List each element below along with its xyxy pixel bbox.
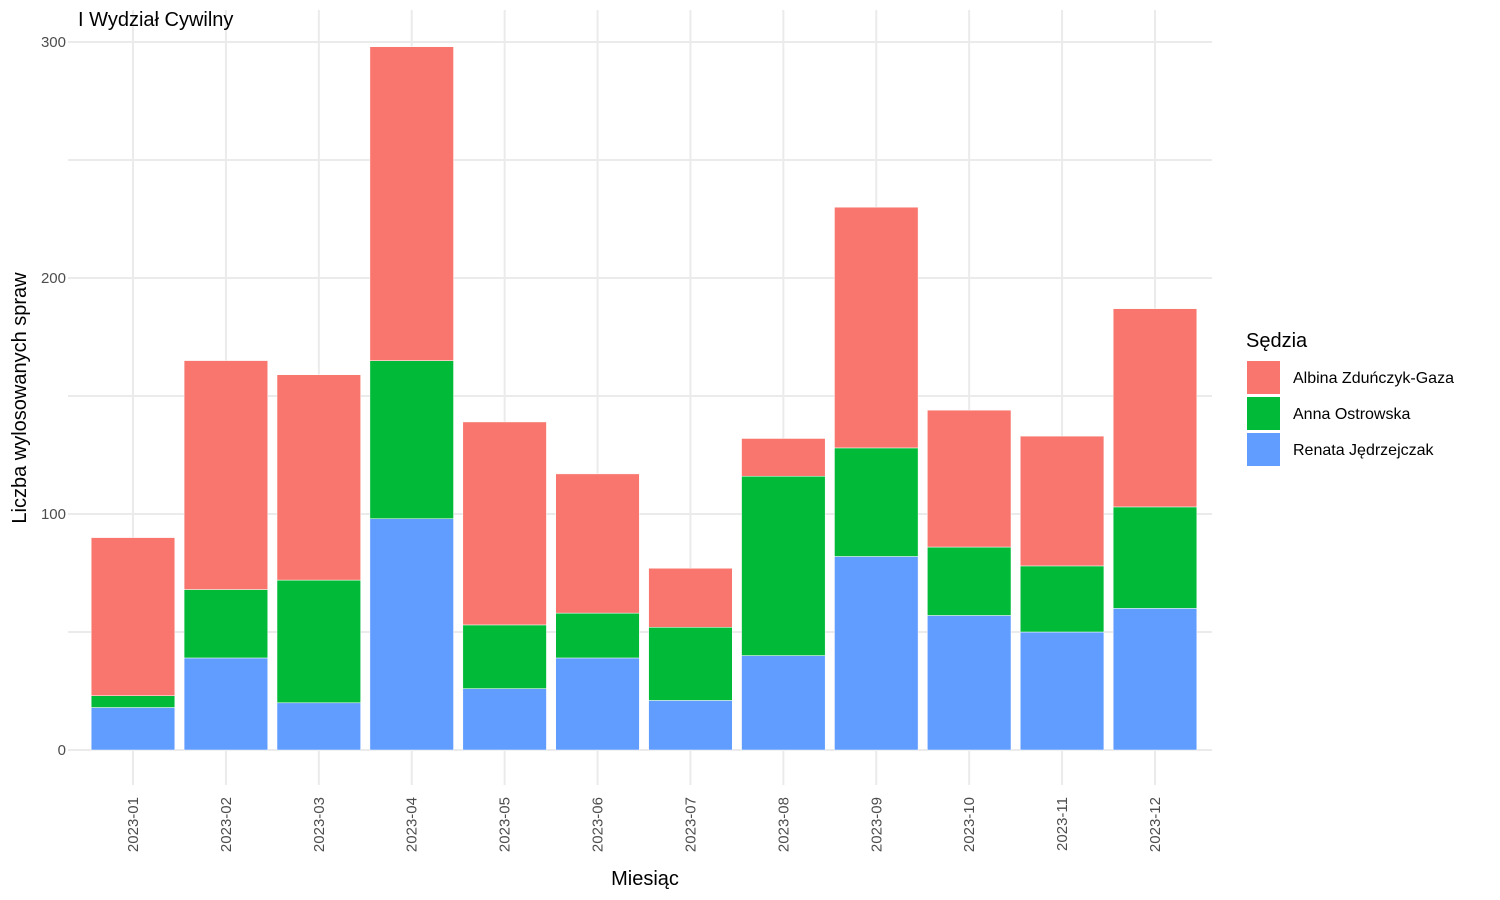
x-tick-label: 2023-01 <box>125 797 142 852</box>
x-tick-label: 2023-12 <box>1147 797 1164 852</box>
bar-2023-01-albina-zduńczyk-gaza <box>90 537 176 696</box>
x-tick-label: 2023-09 <box>868 797 885 852</box>
bar-2023-02-renata-jędrzejczak <box>183 657 268 751</box>
bar-2023-03-albina-zduńczyk-gaza <box>276 374 361 581</box>
x-axis-ticks: 2023-01 2023-02 2023-03 2023-04 2023-05 2023-… <box>125 797 1164 852</box>
bar-2023-08-renata-jędrzejczak <box>741 655 826 751</box>
legend-key <box>1247 361 1280 394</box>
bar-2023-01-anna-ostrowska <box>90 695 176 708</box>
x-tick-label: 2023-05 <box>497 797 514 852</box>
bar-2023-07-anna-ostrowska <box>648 627 733 701</box>
x-tick-label: 2023-10 <box>961 797 978 852</box>
bar-2023-12-renata-jędrzejczak <box>1112 608 1198 751</box>
bar-2023-01-renata-jędrzejczak <box>90 707 176 751</box>
x-tick-label: 2023-08 <box>775 797 792 852</box>
legend-title: Sędzia <box>1246 330 1308 352</box>
bar-2023-10-anna-ostrowska <box>927 546 1012 616</box>
bar-2023-03-renata-jędrzejczak <box>276 702 361 751</box>
bar-2023-10-renata-jędrzejczak <box>927 615 1012 751</box>
bar-2023-03-anna-ostrowska <box>276 579 361 704</box>
bar-2023-09-renata-jędrzejczak <box>834 556 919 751</box>
legend-key <box>1247 397 1280 430</box>
bar-2023-12-anna-ostrowska <box>1112 506 1198 609</box>
bar-2023-04-renata-jędrzejczak <box>369 518 454 751</box>
y-axis-ticks: 0 100 200 300 <box>41 34 66 759</box>
bar-2023-02-albina-zduńczyk-gaza <box>183 360 268 590</box>
y-tick-label: 300 <box>41 34 66 51</box>
bar-2023-09-albina-zduńczyk-gaza <box>834 206 919 449</box>
legend-label: Albina Zduńczyk-Gaza <box>1293 370 1454 387</box>
bar-2023-12-albina-zduńczyk-gaza <box>1112 308 1198 508</box>
bar-2023-10-albina-zduńczyk-gaza <box>927 409 1012 548</box>
y-axis-title: Liczba wylosowanych spraw <box>9 272 31 524</box>
legend: Sędzia Albina Zduńczyk-Gaza Anna Ostrowsk… <box>1246 330 1454 466</box>
y-tick-label: 100 <box>41 506 66 523</box>
legend-label: Renata Jędrzejczak <box>1293 442 1435 459</box>
x-tick-label: 2023-04 <box>404 797 421 852</box>
bars <box>90 46 1198 751</box>
legend-label: Anna Ostrowska <box>1293 406 1410 423</box>
bar-2023-11-albina-zduńczyk-gaza <box>1020 435 1105 567</box>
bar-2023-04-anna-ostrowska <box>369 360 454 519</box>
bar-2023-06-renata-jędrzejczak <box>555 657 640 751</box>
bar-2023-04-albina-zduńczyk-gaza <box>369 46 454 361</box>
y-tick-label: 0 <box>58 742 66 759</box>
bar-2023-02-anna-ostrowska <box>183 589 268 659</box>
bar-2023-08-anna-ostrowska <box>741 475 826 656</box>
bar-2023-07-albina-zduńczyk-gaza <box>648 568 733 628</box>
x-tick-label: 2023-07 <box>682 797 699 852</box>
bar-2023-11-renata-jędrzejczak <box>1020 631 1105 751</box>
x-axis-title: Miesiąc <box>611 868 679 890</box>
bar-2023-06-anna-ostrowska <box>555 612 640 659</box>
bar-2023-09-anna-ostrowska <box>834 447 919 557</box>
x-tick-label: 2023-06 <box>590 797 607 852</box>
bar-2023-08-albina-zduńczyk-gaza <box>741 438 826 477</box>
bar-2023-11-anna-ostrowska <box>1020 565 1105 633</box>
bar-2023-07-renata-jędrzejczak <box>648 700 733 751</box>
x-tick-label: 2023-03 <box>311 797 328 852</box>
bar-2023-05-renata-jędrzejczak <box>462 688 547 751</box>
bar-2023-05-albina-zduńczyk-gaza <box>462 421 547 626</box>
legend-key <box>1247 433 1280 466</box>
y-tick-label: 200 <box>41 270 66 287</box>
x-tick-label: 2023-11 <box>1054 797 1071 851</box>
bar-2023-06-albina-zduńczyk-gaza <box>555 473 640 614</box>
bar-2023-05-anna-ostrowska <box>462 624 547 689</box>
x-tick-label: 2023-02 <box>218 797 235 852</box>
chart-title: I Wydział Cywilny <box>78 9 233 31</box>
